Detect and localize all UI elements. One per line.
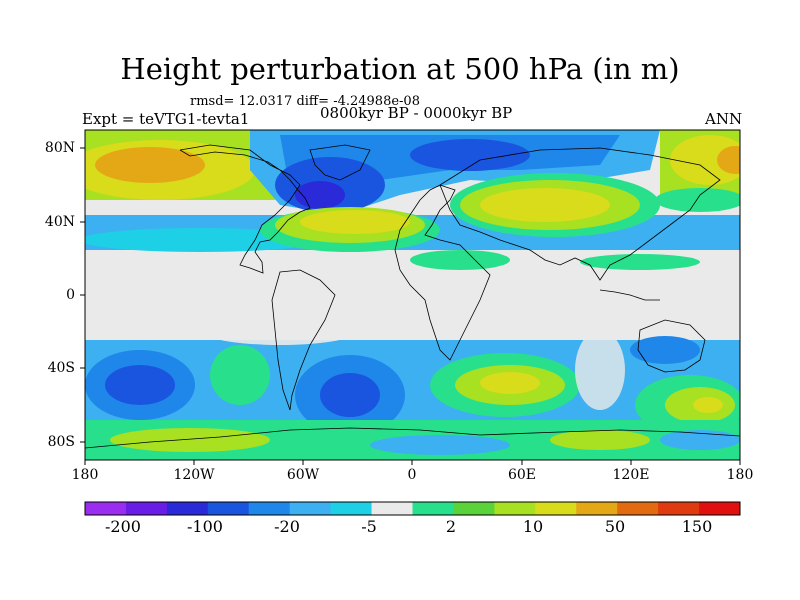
- lon-label-180w: 180: [71, 467, 99, 483]
- lon-label-0: 0: [407, 467, 417, 483]
- colorbar-swatch: [576, 502, 618, 515]
- colorbar-label: -20: [274, 517, 300, 536]
- colorbar-label: 150: [681, 517, 713, 536]
- lat-label-40n: 40N: [44, 214, 75, 230]
- colorbar-swatch: [289, 502, 332, 515]
- colorbar-swatch: [494, 502, 536, 515]
- colorbar-frame: [84, 501, 741, 516]
- colorbar-swatch: [125, 502, 168, 515]
- colorbar-label: 10: [522, 517, 544, 536]
- colorbar-label: -5: [361, 517, 377, 536]
- colorbar-swatch: [658, 502, 700, 515]
- period-label: 0800kyr BP - 0000kyr BP: [320, 104, 513, 122]
- height-field: [85, 130, 740, 460]
- colorbar-swatch: [85, 502, 127, 515]
- colorbar-swatch: [699, 502, 741, 515]
- experiment-label: Expt = teVTG1-tevta1: [82, 110, 250, 128]
- colorbar-label: 50: [604, 517, 626, 536]
- lon-label-120e: 120E: [612, 467, 650, 483]
- colorbar-swatch: [535, 502, 577, 515]
- colorbar-swatch: [248, 502, 291, 515]
- axis-ticks: [80, 147, 741, 465]
- lon-label-60w: 60W: [286, 467, 320, 483]
- map-title: Height perturbation at 500 hPa (in m): [120, 52, 680, 86]
- colorbar: [84, 501, 741, 516]
- colorbar-label: -200: [105, 517, 141, 536]
- stats-label: rmsd= 12.0317 diff= -4.24988e-08: [190, 94, 420, 109]
- colorbar-swatch: [330, 502, 373, 515]
- lat-label-80s: 80S: [47, 434, 75, 450]
- colorbar-swatch: [371, 502, 413, 515]
- coastlines: [85, 144, 740, 449]
- colorbar-swatch: [207, 502, 250, 515]
- colorbar-label: 2: [445, 517, 457, 536]
- season-label: ANN: [705, 110, 743, 128]
- lat-label-0: 0: [66, 287, 75, 303]
- lat-label-80n: 80N: [44, 140, 75, 156]
- colorbar-swatch: [617, 502, 659, 515]
- lon-label-120w: 120W: [173, 467, 215, 483]
- lat-label-40s: 40S: [47, 360, 75, 376]
- colorbar-swatch: [166, 502, 209, 515]
- lon-label-180e: 180: [726, 467, 754, 483]
- lon-label-60e: 60E: [507, 467, 537, 483]
- colorbar-label: -100: [187, 517, 223, 536]
- colorbar-swatch: [412, 502, 454, 515]
- colorbar-swatch: [453, 502, 495, 515]
